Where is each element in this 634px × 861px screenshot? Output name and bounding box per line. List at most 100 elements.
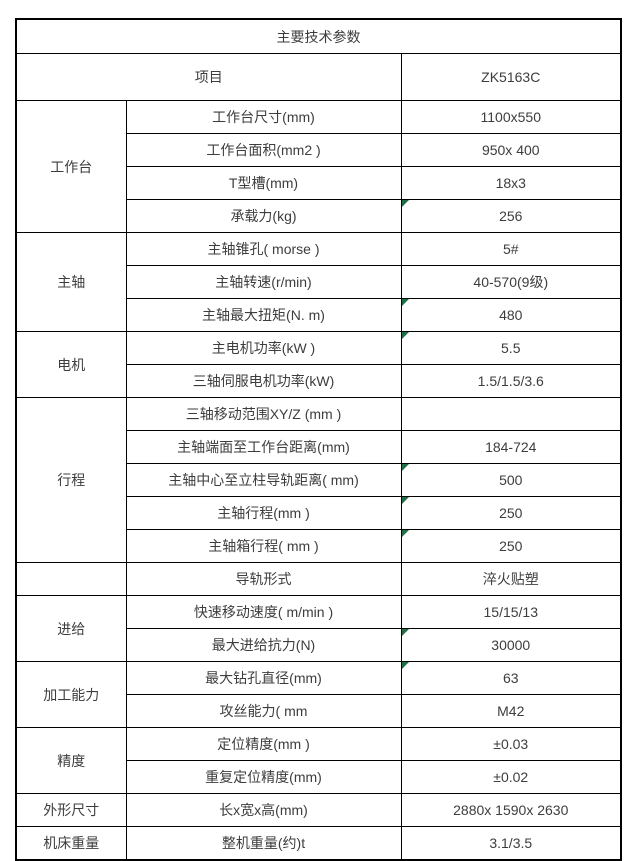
param-value-cell: 18x3 [400,166,622,200]
param-value-cell: 40-570(9级) [400,265,622,299]
table-row: 加工能力 最大钻孔直径(mm) 63 [15,661,622,728]
table-title: 主要技术参数 [15,18,622,54]
param-label-cell: 定位精度(mm ) [125,727,402,761]
group-cell: 精度 [15,727,127,794]
param-value-text: 1100x550 [480,109,541,125]
param-label-cell: 整机重量(约)t [125,826,402,861]
param-label-cell: 三轴移动范围XY/Z (mm ) [125,397,402,431]
param-label-cell: 主轴最大扭矩(N. m) [125,298,402,332]
param-label-cell: 导轨形式 [125,562,402,596]
param-value-text: 30000 [491,637,531,653]
table-row: 主轴箱行程( mm ) 250 [16,529,622,563]
group-cell: 行程 [15,397,127,563]
param-label-cell: 工作台面积(mm2 ) [125,133,402,167]
param-value-text: 5.5 [501,340,521,356]
table-row: 主轴 主轴锥孔( morse ) 5# [15,232,622,332]
param-value-cell: 250 [400,529,622,563]
header-model: ZK5163C [400,53,622,101]
param-value-text: 184-724 [485,439,537,455]
number-stored-as-text-flag-icon [402,530,409,537]
table-header-row: 项目 ZK5163C [15,53,622,101]
number-stored-as-text-flag-icon [402,629,409,636]
param-value-cell: 淬火贴塑 [400,562,622,596]
table-row: 精度 定位精度(mm ) ±0.03 [15,727,622,794]
table-row: 主轴最大扭矩(N. m) 480 [16,298,622,332]
param-label-cell: 重复定位精度(mm) [125,760,402,794]
param-value-text: 500 [499,472,523,488]
group-cell: 进给 [15,595,127,662]
param-label-cell: 主轴转速(r/min) [125,265,402,299]
param-value-cell: 250 [400,496,622,530]
table-row: 重复定位精度(mm) ±0.02 [16,760,622,794]
param-value-cell: 30000 [400,628,622,662]
param-value-text: 1.5/1.5/3.6 [477,373,544,389]
param-value-text: ±0.03 [493,736,529,752]
param-value-cell: 1.5/1.5/3.6 [400,364,622,398]
param-value-cell: 184-724 [400,430,622,464]
table-row: 三轴伺服电机功率(kW) 1.5/1.5/3.6 [16,364,622,398]
table-row: 工作台面积(mm2 ) 950x 400 [16,133,622,167]
spec-table-body: 主要技术参数 项目 ZK5163C 工作台 工作台尺寸(mm) 1100x550 工作… [15,18,622,861]
group-cell: 机床重量 [15,826,127,861]
table-row: 外形尺寸 长x宽x高(mm) 2880x 1590x 2630 [15,793,622,827]
header-item-label: 项目 [15,53,402,101]
param-label-cell: 主轴端面至工作台距离(mm) [125,430,402,464]
param-value-cell: 1100x550 [400,100,622,134]
param-label-cell: 主轴锥孔( morse ) [125,232,402,266]
param-value-text: 250 [499,505,523,521]
param-value-text: 5# [502,241,519,257]
param-value-text: 3.1/3.5 [489,835,533,851]
param-value-text: 250 [499,538,523,554]
param-value-text: 256 [499,208,523,224]
param-label-cell: 主轴箱行程( mm ) [125,529,402,563]
number-stored-as-text-flag-icon [402,299,409,306]
table-row: 主轴中心至立柱导轨距离( mm) 500 [16,463,622,497]
param-label-cell: 主电机功率(kW ) [125,331,402,365]
param-value-text: ±0.02 [493,769,529,785]
param-value-cell [400,397,622,431]
group-cell [15,562,127,596]
table-row: 机床重量 整机重量(约)t 3.1/3.5 [15,826,622,861]
spec-table: 主要技术参数 项目 ZK5163C 工作台 工作台尺寸(mm) 1100x550 工作… [15,18,623,861]
number-stored-as-text-flag-icon [402,332,409,339]
param-value-cell: ±0.03 [400,727,622,761]
table-row: T型槽(mm) 18x3 [16,166,622,200]
param-value-text: 40-570(9级) [473,274,549,290]
param-value-cell: 500 [400,463,622,497]
param-value-cell: 2880x 1590x 2630 [400,793,622,827]
group-cell: 工作台 [15,100,127,233]
param-value-text: 18x3 [495,175,526,191]
param-value-cell: 15/15/13 [400,595,622,629]
group-cell: 主轴 [15,232,127,332]
param-label-cell: 攻丝能力( mm [125,694,402,728]
table-row: 导轨形式 淬火贴塑 [15,562,622,596]
param-value-cell: 480 [400,298,622,332]
param-value-text: 2880x 1590x 2630 [453,802,569,818]
param-value-text: 63 [502,670,519,686]
param-label-cell: 工作台尺寸(mm) [125,100,402,134]
number-stored-as-text-flag-icon [402,662,409,669]
param-label-cell: 承载力(kg) [125,199,402,233]
table-row: 主轴端面至工作台距离(mm) 184-724 [16,430,622,464]
param-label-cell: 长x宽x高(mm) [125,793,402,827]
param-value-cell: 256 [400,199,622,233]
param-label-cell: 快速移动速度( m/min ) [125,595,402,629]
group-cell: 电机 [15,331,127,398]
param-value-text: 480 [499,307,523,323]
param-value-text: 淬火贴塑 [482,571,539,587]
number-stored-as-text-flag-icon [402,497,409,504]
param-label-cell: 最大钻孔直径(mm) [125,661,402,695]
param-label-cell: 最大进给抗力(N) [125,628,402,662]
param-label-cell: 三轴伺服电机功率(kW) [125,364,402,398]
group-cell: 加工能力 [15,661,127,728]
table-row: 工作台 工作台尺寸(mm) 1100x550 [15,100,622,233]
table-row: 进给 快速移动速度( m/min ) 15/15/13 [15,595,622,662]
group-cell: 外形尺寸 [15,793,127,827]
param-value-cell: M42 [400,694,622,728]
table-title-row: 主要技术参数 [15,18,622,54]
table-row: 电机 主电机功率(kW ) 5.5 [15,331,622,398]
param-value-text: M42 [497,703,525,719]
number-stored-as-text-flag-icon [402,464,409,471]
table-row: 行程 三轴移动范围XY/Z (mm ) [15,397,622,563]
